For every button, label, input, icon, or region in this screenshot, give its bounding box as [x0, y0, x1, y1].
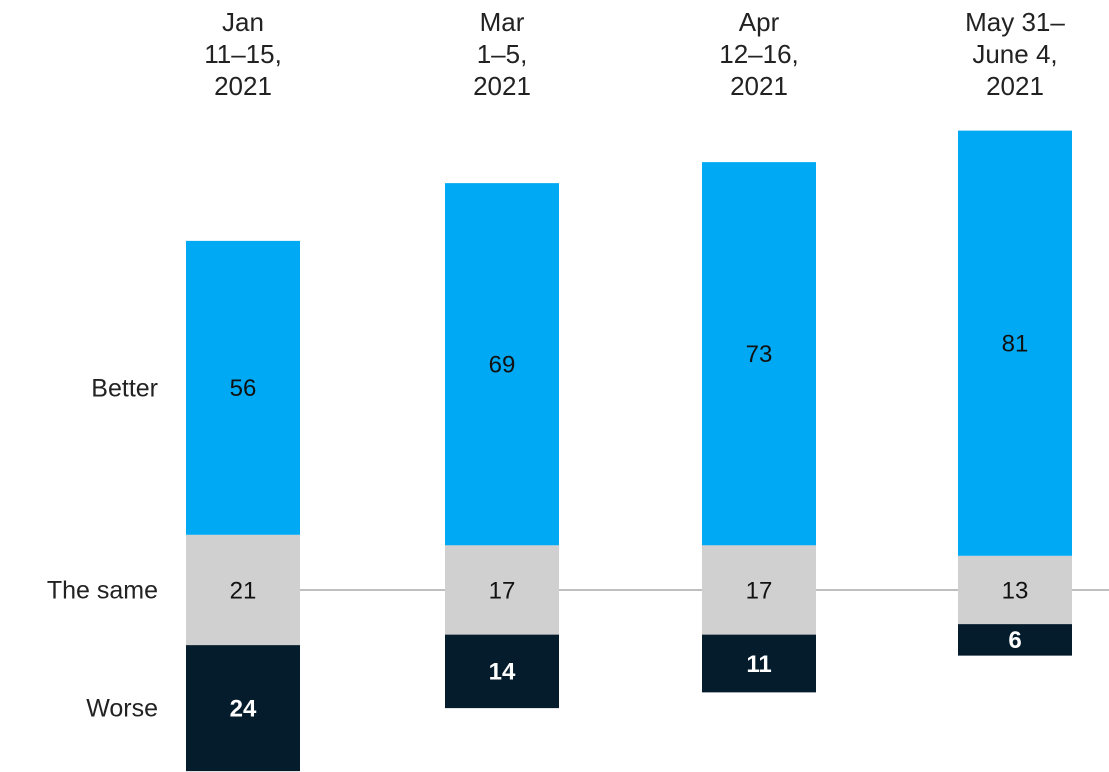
- value-label: 13: [1002, 577, 1029, 604]
- bar-segment: [186, 240, 300, 535]
- bar-segment: [702, 162, 816, 546]
- category-label: May 31– June 4, 2021: [965, 7, 1065, 101]
- bar-segment: [445, 545, 559, 635]
- bar-segment: [445, 634, 559, 709]
- bar-segment: [958, 555, 1072, 625]
- bar-segment: [958, 130, 1072, 556]
- category-label: Jan 11–15, 2021: [204, 7, 282, 101]
- bar-segment: [445, 183, 559, 546]
- category-label: Mar 1–5, 2021: [473, 7, 531, 101]
- bar-segment: [186, 534, 300, 646]
- value-label: 17: [746, 577, 773, 604]
- bar-segment: [186, 645, 300, 772]
- value-label: 6: [1008, 627, 1021, 654]
- value-label: 17: [489, 577, 516, 604]
- category-label: Apr 12–16, 2021: [719, 7, 799, 101]
- value-label: 11: [746, 651, 771, 678]
- bar-segment: [702, 545, 816, 635]
- value-label: 69: [489, 352, 516, 379]
- bar-segment: [958, 624, 1072, 656]
- legend-label: Better: [91, 374, 158, 402]
- value-label: 73: [746, 341, 773, 368]
- legend-label: Worse: [86, 695, 158, 723]
- value-label: 14: [489, 659, 516, 686]
- value-label: 24: [230, 695, 257, 722]
- value-label: 81: [1002, 331, 1029, 358]
- value-label: 21: [230, 577, 257, 604]
- value-label: 56: [230, 375, 257, 402]
- legend-label: The same: [47, 577, 158, 605]
- bar-segment: [702, 634, 816, 693]
